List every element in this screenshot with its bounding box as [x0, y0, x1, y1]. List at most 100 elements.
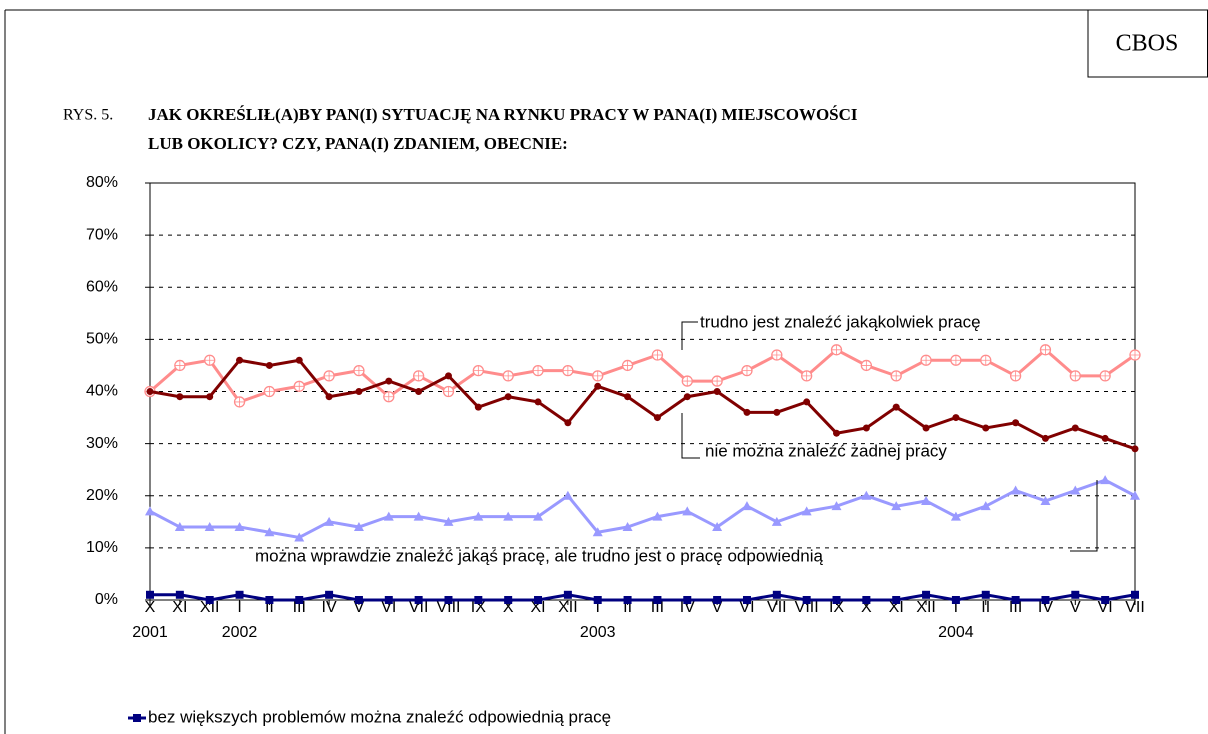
- x-tick-label: VIII: [436, 599, 460, 616]
- marker: [624, 393, 632, 401]
- marker: [325, 590, 334, 599]
- y-tick-label: 10%: [86, 539, 118, 556]
- marker: [922, 424, 930, 432]
- marker: [204, 522, 215, 532]
- marker-cross: [622, 360, 633, 371]
- marker: [982, 424, 990, 432]
- series-label: można wprawdzie znaleźć jakąś pracę, ale…: [255, 546, 823, 565]
- x-tick-label: XII: [558, 599, 578, 616]
- marker: [892, 403, 900, 411]
- y-tick-label: 70%: [86, 226, 118, 243]
- marker: [713, 596, 722, 604]
- year-label: 2003: [580, 624, 616, 641]
- y-tick-label: 40%: [86, 383, 118, 400]
- marker: [1012, 419, 1020, 427]
- marker: [474, 403, 482, 411]
- marker-cross: [234, 396, 245, 407]
- title-line: JAK OKREŚLIŁ(A)BY PAN(I) SYTUACJĘ NA RYN…: [148, 105, 858, 124]
- x-tick-label: IV: [322, 599, 337, 616]
- marker-cross: [592, 370, 603, 381]
- marker: [832, 596, 841, 604]
- marker: [741, 501, 752, 511]
- marker: [384, 596, 393, 604]
- marker-cross: [801, 370, 812, 381]
- marker: [892, 596, 901, 604]
- x-tick-label: I: [596, 599, 600, 616]
- marker: [295, 596, 304, 604]
- series-label: trudno jest znaleźć jakąkolwiek pracę: [700, 312, 981, 331]
- marker: [981, 590, 990, 599]
- marker: [1101, 434, 1109, 442]
- marker-cross: [174, 360, 185, 371]
- marker: [1041, 434, 1049, 442]
- y-tick-label: 20%: [86, 487, 118, 504]
- x-tick-label: VII: [767, 599, 787, 616]
- marker: [414, 596, 423, 604]
- marker-cross: [1130, 350, 1140, 361]
- leader-line: [1070, 480, 1098, 552]
- marker: [324, 516, 335, 526]
- leader-line: [681, 413, 700, 459]
- marker-cross: [383, 391, 394, 402]
- marker-cross: [861, 360, 872, 371]
- marker: [383, 511, 394, 521]
- marker-cross: [950, 355, 961, 366]
- marker: [622, 522, 633, 532]
- marker: [1071, 424, 1079, 432]
- marker: [1010, 485, 1021, 495]
- x-tick-label: XI: [172, 599, 187, 616]
- marker: [1131, 590, 1139, 599]
- marker: [593, 596, 602, 604]
- marker: [772, 590, 781, 599]
- marker: [833, 429, 841, 437]
- marker: [176, 393, 184, 401]
- x-tick-label: X: [861, 599, 872, 616]
- marker-cross: [324, 370, 335, 381]
- x-tick-label: V: [712, 599, 723, 616]
- marker: [473, 511, 484, 521]
- x-tick-label: VIII: [795, 599, 819, 616]
- marker: [742, 596, 751, 604]
- marker-cross: [921, 355, 932, 366]
- year-label: 2001: [132, 624, 168, 641]
- legend-marker: [133, 714, 141, 722]
- marker: [295, 356, 303, 364]
- marker: [1130, 490, 1140, 500]
- marker: [413, 511, 424, 521]
- marker: [921, 495, 932, 505]
- marker: [683, 393, 691, 401]
- series-line: [149, 358, 1136, 451]
- marker: [175, 590, 184, 599]
- marker: [206, 393, 214, 401]
- marker: [562, 490, 573, 500]
- title-line: LUB OKOLICY? CZY, PANA(I) ZDANIEM, OBECN…: [148, 134, 568, 153]
- marker: [533, 511, 544, 521]
- marker: [146, 590, 154, 599]
- marker-cross: [443, 386, 454, 397]
- marker-cross: [1100, 370, 1111, 381]
- marker: [264, 527, 275, 537]
- marker: [444, 372, 452, 380]
- marker: [653, 596, 662, 604]
- marker: [563, 590, 572, 599]
- marker: [713, 388, 721, 395]
- marker: [235, 590, 244, 599]
- marker: [145, 506, 155, 516]
- marker-cross: [533, 365, 544, 376]
- marker: [861, 490, 872, 500]
- marker: [712, 522, 723, 532]
- y-tick-label: 50%: [86, 331, 118, 348]
- marker: [801, 506, 812, 516]
- marker: [653, 414, 661, 422]
- marker: [504, 393, 512, 401]
- marker-cross: [652, 350, 663, 361]
- brand: CBOS: [1116, 31, 1179, 57]
- marker: [534, 596, 543, 604]
- marker-cross: [831, 344, 842, 355]
- x-tick-label: II: [265, 599, 274, 616]
- marker: [474, 596, 483, 604]
- year-label: 2002: [222, 624, 258, 641]
- series-label: nie można znaleźć żadnej pracy: [705, 441, 947, 460]
- marker-cross: [562, 365, 573, 376]
- series-line: [150, 593, 1136, 602]
